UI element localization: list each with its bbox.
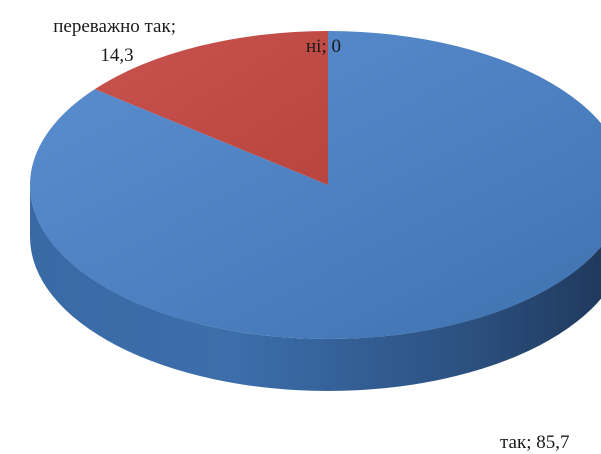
pie-top-layer (30, 31, 601, 339)
pie-side-layer (30, 185, 601, 391)
data-label-tak: так; 85,7 (500, 432, 569, 453)
pie-slice-переважно-так (94, 31, 329, 185)
pie-slice-так (30, 31, 601, 339)
data-label-ni: ні; 0 (306, 36, 341, 57)
data-label-perevazhno-tak-line2: 14,3 (100, 45, 133, 66)
pie-slice-side-так (30, 185, 601, 391)
data-label-perevazhno-tak-line1: переважно так; (53, 16, 176, 37)
data-label-perevazhno-tak: переважно так; 14,3 (53, 16, 180, 66)
